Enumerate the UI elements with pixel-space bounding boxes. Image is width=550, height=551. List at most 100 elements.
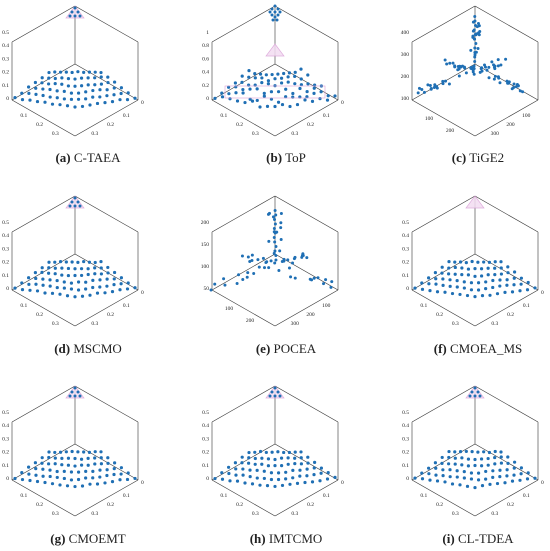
data-point — [276, 90, 281, 94]
right-tick-label: 0 — [341, 480, 344, 486]
data-point — [95, 482, 100, 486]
data-point — [273, 240, 277, 244]
data-point — [266, 464, 270, 468]
data-point — [64, 70, 68, 74]
data-point — [273, 209, 277, 212]
data-point — [84, 97, 88, 101]
data-point — [266, 79, 271, 83]
data-point — [73, 6, 77, 10]
data-point — [69, 97, 74, 101]
data-point — [240, 461, 244, 465]
z-tick-label: 0.1 — [202, 463, 209, 469]
data-point — [462, 65, 466, 69]
data-point — [416, 91, 420, 95]
data-point — [119, 86, 123, 90]
data-point — [48, 278, 52, 282]
data-point — [525, 288, 530, 292]
data-point — [282, 450, 286, 455]
z-tick-label: 0.2 — [202, 450, 209, 456]
data-point — [445, 62, 449, 66]
axis-line — [11, 289, 76, 327]
y-tick-label: 0.2 — [307, 502, 314, 508]
data-point — [250, 99, 255, 103]
data-point — [270, 13, 274, 17]
caption-letter: (e) — [255, 341, 271, 356]
caption-i: (i) CL-TDEA — [408, 531, 548, 547]
data-point — [48, 468, 52, 472]
data-point — [450, 291, 455, 296]
data-point — [299, 450, 303, 454]
data-point — [469, 281, 474, 285]
data-point — [246, 255, 250, 259]
data-point — [267, 266, 271, 270]
data-point — [48, 474, 52, 479]
data-point — [287, 450, 292, 455]
data-point — [91, 88, 95, 93]
data-point — [440, 265, 444, 269]
z-tick-label: 300 — [401, 52, 410, 58]
data-point — [73, 267, 77, 271]
data-point — [291, 476, 295, 480]
data-point — [272, 227, 276, 230]
data-point — [521, 90, 525, 94]
data-point — [86, 76, 90, 80]
data-point — [47, 271, 51, 275]
region-outline — [224, 85, 326, 99]
z-tick-label: 0 — [206, 476, 209, 482]
data-point — [55, 278, 59, 283]
data-point — [427, 282, 431, 286]
y-tick-label: 0.3 — [91, 321, 98, 327]
data-point — [476, 281, 481, 285]
data-point — [88, 103, 92, 107]
data-point — [510, 290, 515, 294]
data-point — [435, 86, 439, 90]
data-point — [487, 76, 491, 80]
data-point — [253, 456, 257, 461]
data-point — [455, 469, 459, 473]
data-point — [73, 484, 77, 489]
axis-line — [274, 289, 339, 327]
data-point — [498, 278, 502, 282]
data-point — [448, 468, 452, 472]
data-point — [293, 462, 297, 466]
data-point — [53, 272, 57, 276]
x-tick-label: 0.2 — [36, 122, 43, 128]
data-point — [34, 466, 38, 471]
z-tick-label: 0 — [6, 96, 9, 102]
caption-label: MSCMO — [73, 341, 122, 356]
data-point — [473, 51, 477, 54]
data-point — [448, 61, 452, 65]
data-point — [40, 81, 44, 85]
data-point — [482, 450, 486, 454]
data-point — [476, 21, 480, 25]
data-point — [13, 96, 17, 100]
data-point — [456, 65, 460, 69]
z-tick-label: 200 — [201, 220, 210, 226]
y-tick-label: 200 — [506, 122, 515, 128]
data-point — [274, 213, 278, 217]
data-point — [40, 461, 44, 465]
axis-line — [211, 99, 276, 137]
data-point — [268, 394, 272, 398]
data-point — [513, 270, 517, 274]
data-point — [34, 276, 38, 281]
data-point — [273, 10, 277, 14]
data-point — [486, 266, 490, 270]
data-point — [40, 76, 44, 80]
data-point — [272, 251, 276, 255]
data-point — [480, 484, 485, 488]
data-point — [441, 473, 445, 478]
data-point — [106, 265, 110, 270]
data-point — [228, 97, 232, 101]
data-point — [258, 105, 262, 109]
caption-letter: (a) — [55, 150, 71, 165]
data-point — [250, 482, 255, 486]
subplot-e: 200 150 100 50 100 200 100 200 300 — [201, 195, 339, 327]
axis-line — [11, 479, 76, 517]
data-point — [112, 277, 116, 281]
data-point — [428, 83, 432, 87]
data-point — [41, 93, 45, 98]
data-point — [447, 272, 451, 276]
data-point — [243, 100, 247, 105]
z-tick-label: 0.4 — [402, 423, 409, 429]
